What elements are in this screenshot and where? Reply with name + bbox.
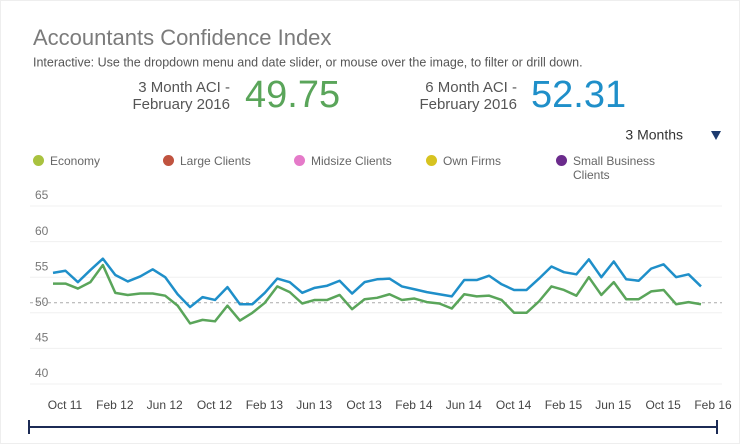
x-tick-label: Oct 13 — [346, 398, 382, 412]
kpi-value: 49.75 — [245, 74, 340, 116]
legend-item[interactable]: Economy — [33, 154, 100, 168]
legend-swatch — [556, 155, 567, 166]
legend-label: Own Firms — [443, 154, 501, 168]
x-tick-label: Feb 12 — [96, 398, 134, 412]
x-tick-label: Jun 13 — [296, 398, 332, 412]
x-tick-label: Oct 15 — [645, 398, 681, 412]
legend-item[interactable]: Small Business Clients — [556, 154, 673, 182]
legend-item[interactable]: Own Firms — [426, 154, 501, 168]
legend-label: Economy — [50, 154, 101, 168]
x-tick-label: Jun 14 — [446, 398, 482, 412]
dropdown-arrow[interactable] — [711, 131, 721, 140]
x-tick-label: Feb 13 — [246, 398, 284, 412]
y-tick-label: 40 — [35, 366, 49, 380]
kpi-label: February 2016 — [132, 96, 230, 113]
x-tick-label: Oct 14 — [496, 398, 532, 412]
dropdown[interactable]: 3 Months — [625, 127, 683, 143]
chart-subtitle: Interactive: Use the dropdown menu and d… — [33, 55, 583, 69]
y-tick-label: 65 — [35, 188, 49, 202]
x-tick-label: Feb 15 — [545, 398, 583, 412]
legend-item[interactable]: Midsize Clients — [294, 154, 392, 168]
x-tick-label: Feb 16 — [694, 398, 732, 412]
kpi-label: February 2016 — [419, 96, 517, 113]
y-tick-label: 60 — [35, 224, 49, 238]
legend-item[interactable]: Large Clients — [163, 154, 251, 168]
x-tick-label: Oct 11 — [48, 398, 83, 412]
x-tick-label: Oct 12 — [197, 398, 233, 412]
legend-label: Large Clients — [180, 154, 251, 168]
kpi-label: 3 Month ACI - — [138, 79, 230, 96]
kpi-label: 6 Month ACI - — [425, 79, 517, 96]
kpi-value: 52.31 — [531, 74, 626, 116]
y-tick-label: 50 — [35, 295, 49, 309]
y-tick-label: 45 — [35, 331, 49, 345]
series-line — [52, 257, 702, 309]
y-tick-label: 55 — [35, 259, 49, 273]
legend-label: Midsize Clients — [311, 154, 392, 168]
x-tick-label: Jun 15 — [595, 398, 631, 412]
legend-label: Small Business Clients — [573, 154, 656, 182]
legend-swatch — [163, 155, 174, 166]
legend-swatch — [33, 155, 44, 166]
legend-swatch — [294, 155, 305, 166]
legend-swatch — [426, 155, 437, 166]
chart-title: Accountants Confidence Index — [33, 25, 331, 50]
series-line — [53, 263, 702, 325]
x-tick-label: Jun 12 — [147, 398, 183, 412]
x-tick-label: Feb 14 — [395, 398, 433, 412]
